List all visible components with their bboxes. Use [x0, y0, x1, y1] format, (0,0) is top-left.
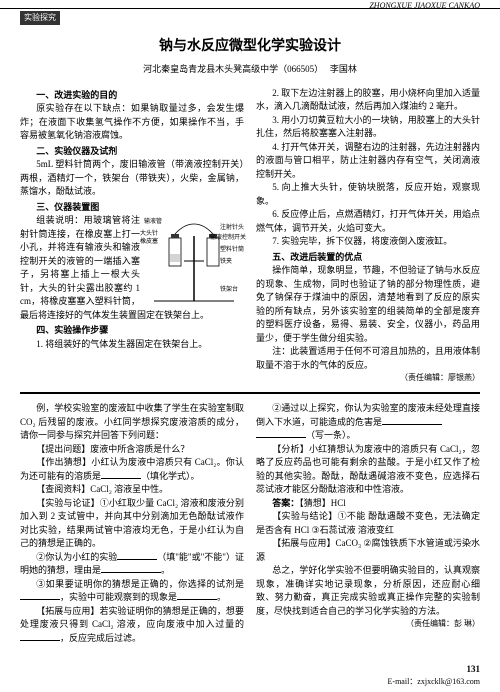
q1-text: 废液中所含溶质是什么？ — [90, 444, 189, 454]
dl6: 塑料针筒 — [220, 246, 244, 255]
section-divider — [20, 392, 480, 394]
q2: 【作出猜想】小红认为废液中溶质只有 CaCl₂。你认为还可能有的溶质是（填化学式… — [20, 456, 244, 483]
lr-ans2: 【实验与结论】①不能 酚酞遇酸不变色，无法确定是否含有 HCl ③石蕊试液 溶液… — [256, 510, 480, 537]
editor-1: （责任编辑：廖银燕） — [256, 372, 480, 384]
s1-p1: 原实验存在以下缺点：如果钠取量过多，会发生爆炸；在液面下收集氢气操作不方便，如果… — [20, 102, 244, 143]
apparatus-diagram: 输液管 大头针 橡皮塞 注射针头 输液控制开关 塑料针筒 铁夹 铁架台 — [144, 216, 244, 306]
lr-ans3: 【拓展与应用】CaCO₃ ②腐蚀铁质下水管道或污染水源 — [256, 537, 480, 564]
dl7: 铁夹 — [220, 258, 232, 267]
s5-p1: 操作简单，现象明显，节趣，不但验证了钠与水反应的现象、生成物，同时也验证了钠的部… — [256, 264, 480, 345]
q4-2: ②你认为小红的实验（填"能"或"不能"）证明她的猜想，理由是。 — [20, 551, 244, 578]
lr-p1: ②通过以上探究，你认为实验室的废液未经处理直接倒入下水道，可能造成的危害是 — [256, 402, 480, 429]
lr-end: 总之，学好化学实验不但要明确实验目的，认真观察现象，准确详实地记录现象，分析原因… — [256, 564, 480, 618]
lr-s1-label: 【分析】 — [272, 444, 309, 454]
s4-p1: 1. 将组装好的气体发生器固定在铁架台上。 — [20, 338, 244, 352]
q3: 【查阅资料】CaCl₂ 溶液呈中性。 — [20, 483, 244, 497]
lower-content: 例，学校实验室的废液缸中收集了学生在实验室制取 CO₂ 后残留的废液。小红同学想… — [20, 402, 480, 645]
q4-3: ③如果要证明你的猜想是正确的，你选择的试剂是，实验中可能观察到的现象是。 — [20, 578, 244, 605]
page-number: 131 — [467, 663, 481, 677]
r-p1: 2. 取下左边注射器上的胶塞，用小烧杯向里加入适量水，滴入几滴酚酞试液，然后再加… — [256, 87, 480, 114]
blank-5 — [177, 599, 217, 600]
r-p5: 6. 反应停止后，点燃酒精灯，打开气体开关，用焰点燃气体，调节开关，火焰可变大。 — [256, 208, 480, 235]
r-p6: 7. 实验完毕，拆下仪器，将废液倒入废液缸。 — [256, 235, 480, 249]
main-content: 一、改进实验的目的 原实验存在以下缺点：如果钠取量过多，会发生爆炸；在液面下收集… — [20, 87, 480, 385]
lower-left: 例，学校实验室的废液缸中收集了学生在实验室制取 CO₂ 后残留的废液。小红同学想… — [20, 402, 244, 645]
editor-2: （责任编辑：彭 琳） — [256, 618, 480, 630]
ans1: 【猜想】HCl — [299, 498, 346, 508]
blank-3 — [101, 572, 161, 573]
ans-label: 答案： — [272, 498, 299, 508]
blank-1 — [101, 478, 141, 479]
blank-2 — [117, 559, 157, 560]
lr-s1: 【分析】小红猜想认为废液中的溶质只有 CaCl₂，忽略了反应药品也可能有剩余的盐… — [256, 443, 480, 497]
dl1: 输液管 — [144, 218, 162, 227]
section-badge: 实验探究 — [20, 11, 60, 25]
lr-p2: （写一条）。 — [256, 429, 480, 443]
q1-label: 【提出问题】 — [36, 444, 90, 454]
r-p3: 4. 打开气体开关，调整右边的注射器，先边注射器内的液面与管口相平，防止注射器内… — [256, 141, 480, 182]
q2-label: 【作出猜想】 — [36, 457, 91, 467]
q4-p5: ，实验中可能观察到的现象是 — [60, 592, 177, 602]
s5-p2: 注：此装置适用于任何不可溶且加热的，且用液体制取量不溶于水的气体的反应。 — [256, 345, 480, 372]
q5-end: ，反应完成后过滤。 — [60, 633, 141, 643]
q4-p4: ③如果要证明你的猜想是正确的，你选择的试剂是 — [36, 579, 244, 589]
left-column: 一、改进实验的目的 原实验存在以下缺点：如果钠取量过多，会发生爆炸；在液面下收集… — [20, 87, 244, 385]
author-line: 河北秦皇岛青龙县木头凳高级中学（066505） 李国林 — [20, 63, 480, 77]
q4-p2: ②你认为小红的实验 — [36, 552, 117, 562]
lr-p1-text: ②通过以上探究，你认为实验室的废液未经处理直接倒入下水道，可能造成的危害是 — [256, 403, 480, 427]
blank-7 — [382, 424, 442, 425]
dl5: 输液控制开关 — [210, 234, 246, 243]
author-name: 李国林 — [330, 64, 357, 74]
q5-label: 【拓展与应用】 — [36, 606, 99, 616]
r-p4: 5. 向上推大头针，使钠块脱落，反应开始，观察现象。 — [256, 181, 480, 208]
l-p1: 例，学校实验室的废液缸中收集了学生在实验室制取 CO₂ 后残留的废液。小红同学想… — [20, 402, 244, 443]
right-column: 2. 取下左边注射器上的胶塞，用小烧杯向里加入适量水，滴入几滴酚酞试液，然后再加… — [256, 87, 480, 385]
q4-label: 【实验与论证】 — [36, 498, 100, 508]
q1: 【提出问题】废液中所含溶质是什么？ — [20, 443, 244, 457]
lr-p2-text: （写一条）。 — [306, 430, 356, 440]
q4-b1: （填"能"或"不能"） — [157, 552, 235, 562]
blank-6 — [20, 640, 60, 641]
lr-ans: 答案：【猜想】HCl — [256, 497, 480, 511]
contact-email: E-mail：zxjxcklk@163.com — [388, 676, 480, 688]
lower-right: ②通过以上探究，你认为实验室的废液未经处理直接倒入下水道，可能造成的危害是 （写… — [256, 402, 480, 645]
s1-title: 一、改进实验的目的 — [20, 89, 244, 103]
r-p2: 3. 用小刀切黄豆粒大小的一块钠，用胶塞上的大头针扎住，然后将胶塞塞入注射器。 — [256, 114, 480, 141]
header-rule — [0, 8, 500, 9]
s3-title: 三、仪器装置图 — [20, 201, 244, 215]
q4: 【实验与论证】①小红取少量 CaCl₂ 溶液和废液分别加入到 2 支试管中，并向… — [20, 497, 244, 551]
q3-text: CaCl₂ 溶液呈中性。 — [90, 484, 168, 494]
s2-p1: 5mL 塑料针筒两个，废旧输液管（带滴液控制开关）两根，酒精灯一个，铁架台（带铁… — [20, 158, 244, 199]
s4-title: 四、实验操作步骤 — [20, 324, 244, 338]
blank-4 — [20, 599, 60, 600]
blank-8 — [256, 437, 306, 438]
dl4: 注射针头 — [220, 224, 244, 233]
q3-label: 【查阅资料】 — [36, 484, 90, 494]
affiliation: 河北秦皇岛青龙县木头凳高级中学（066505） — [143, 64, 323, 74]
q5: 【拓展与应用】若实验证明你的猜想是正确的，想要处理废液只得到 CaCl₂ 溶液，… — [20, 605, 244, 646]
journal-name: ZHONGXUE JIAOXUE CANKAO — [369, 0, 480, 12]
s2-title: 二、实验仪器及试剂 — [20, 145, 244, 159]
s5-title: 五、改进后装置的优点 — [256, 251, 480, 265]
q2-end: （填化学式）。 — [141, 471, 200, 481]
dl3: 橡皮塞 — [140, 238, 158, 247]
article-title: 钠与水反应微型化学实验设计 — [20, 36, 480, 57]
dl8: 铁架台 — [220, 286, 238, 295]
